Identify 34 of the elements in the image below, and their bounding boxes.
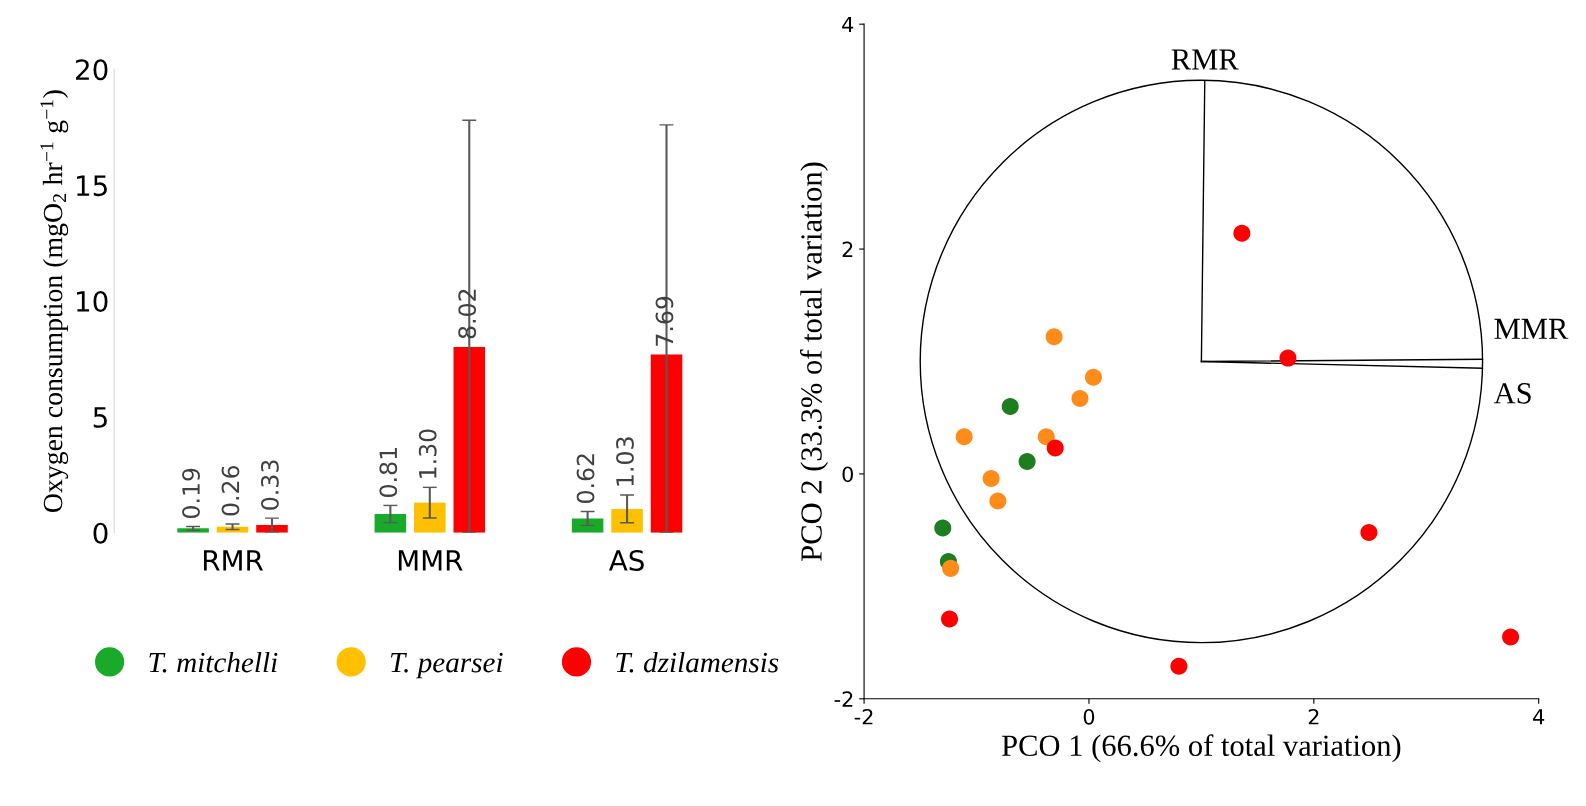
annotation: MMR bbox=[1494, 318, 1569, 339]
x-tick-label: 0 bbox=[1083, 708, 1095, 725]
y-tick-label: -2 bbox=[834, 691, 853, 707]
x-tick-label: 4 bbox=[1533, 709, 1545, 725]
x-tick-label: AS bbox=[608, 549, 644, 571]
data-label: 0.81 bbox=[379, 448, 398, 497]
y-axis-title: PCO 2 (33.3% of total variation) bbox=[800, 162, 829, 561]
legend-label: T. dzilamensis bbox=[616, 651, 779, 673]
legend-label: T. mitchelli bbox=[149, 651, 278, 673]
y-tick-label: 0 bbox=[842, 466, 853, 483]
y-tick-label: 15 bbox=[77, 175, 107, 197]
annotation: AS bbox=[1493, 383, 1531, 404]
y-tick-label: 2 bbox=[842, 241, 853, 257]
y-tick-label: 0 bbox=[93, 522, 108, 544]
y-axis-title: Oxygen consumption (mgO$_{2}$ hr$^{−1}$ g$^{−1}$) bbox=[40, 90, 69, 512]
data-label: 7.69 bbox=[655, 296, 674, 346]
y-tick-label: 20 bbox=[76, 59, 108, 81]
data-label: 0.19 bbox=[182, 468, 200, 518]
data-label: 1.30 bbox=[418, 429, 437, 478]
x-tick-label: RMR bbox=[203, 550, 264, 571]
x-tick-label: MMR bbox=[398, 550, 463, 571]
data-label: 1.03 bbox=[616, 437, 634, 486]
data-label: 0.26 bbox=[221, 465, 240, 516]
y-tick-label: 10 bbox=[77, 290, 108, 312]
annotation: RMR bbox=[1171, 49, 1239, 70]
y-tick-label: 4 bbox=[842, 16, 854, 33]
y-tick-label: 5 bbox=[93, 407, 107, 428]
x-axis-title: PCO 1 (66.6% of total variation) bbox=[1002, 734, 1401, 763]
x-tick-label: 2 bbox=[1308, 708, 1319, 725]
data-label: 0.62 bbox=[576, 454, 595, 503]
data-label: 0.33 bbox=[260, 460, 279, 510]
x-tick-label: -2 bbox=[854, 708, 873, 725]
data-label: 8.02 bbox=[458, 289, 477, 339]
legend-label: T. pearsei bbox=[390, 652, 503, 679]
